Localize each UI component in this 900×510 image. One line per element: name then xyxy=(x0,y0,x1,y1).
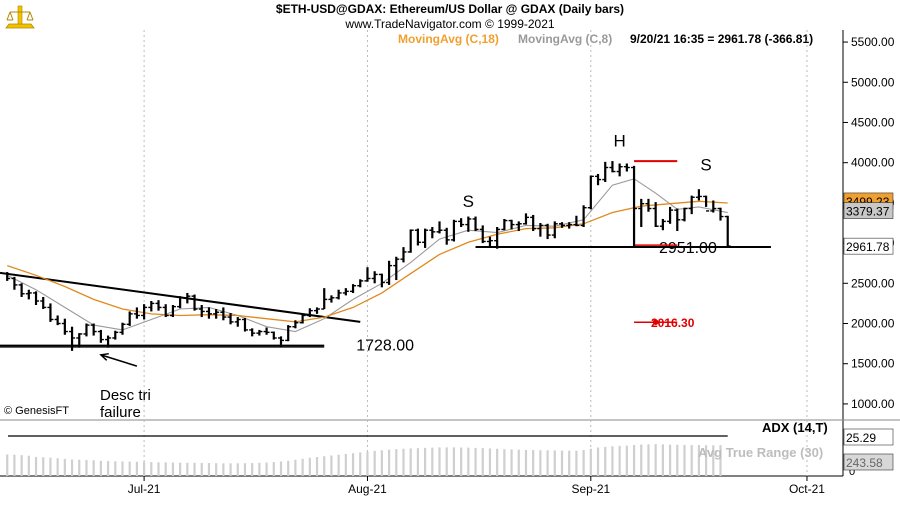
neckline-label: 2951.00 xyxy=(659,240,717,257)
shoulder-label: S xyxy=(700,156,711,175)
ma8-legend: MovingAvg (C,8) xyxy=(518,32,612,46)
support-label-1728: 1728.00 xyxy=(356,337,414,354)
ma18-legend: MovingAvg (C,18) xyxy=(398,32,499,46)
annotation-desc-tri-line2: failure xyxy=(100,404,141,421)
annotations: 1728.00 2951.00 2016.30 S H S xyxy=(0,132,771,367)
shoulder-label: S xyxy=(463,192,474,211)
price-tick-label: 5500.00 xyxy=(851,35,895,49)
atr-badge-box xyxy=(843,453,894,471)
time-tick-label: Aug-21 xyxy=(348,482,387,496)
atr-badge-label: 243.58 xyxy=(846,456,883,470)
annotation-desc-tri-line1: Desc tri xyxy=(100,387,151,404)
watermark: © GenesisFT xyxy=(4,405,69,417)
desc-tri-arrow-shaft xyxy=(100,354,138,367)
time-tick-label: Oct-21 xyxy=(789,482,825,496)
ma8-badge-box xyxy=(843,202,894,219)
last-price-badge-label: 2961.78 xyxy=(846,240,890,254)
chart-subtitle: www.TradeNavigator.com © 1999-2021 xyxy=(344,17,554,31)
desc-tri-arrow-head xyxy=(99,352,109,361)
adx-label: ADX (14,T) xyxy=(762,420,828,435)
adx-badge-label: 25.29 xyxy=(846,431,876,445)
time-axis: Jul-21 Aug-21 Sep-21 Oct-21 xyxy=(128,476,825,496)
time-tick-label: Jul-21 xyxy=(128,482,161,496)
price-tick-label: 1000.00 xyxy=(851,397,895,411)
price-tick-label: 2500.00 xyxy=(851,276,895,290)
last-price-badge-box xyxy=(843,237,894,255)
price-bars xyxy=(4,161,731,351)
atr-label: Avg True Range (30) xyxy=(698,445,823,460)
quote-readout: 9/20/21 16:35 = 2961.78 (-366.81) xyxy=(630,32,813,46)
target-dot xyxy=(652,319,659,325)
price-tick-label: 2000.00 xyxy=(851,317,895,331)
price-tick-label: 5000.00 xyxy=(851,75,895,89)
atr-zero-label: 0 xyxy=(849,466,855,478)
time-tick-label: Sep-21 xyxy=(571,482,610,496)
ma18-line xyxy=(6,200,728,323)
adx-badge-box xyxy=(843,428,894,446)
atr-pane: 0 xyxy=(6,435,855,478)
price-tick-label: 4000.00 xyxy=(851,156,895,170)
target-label: 2016.30 xyxy=(651,316,695,330)
price-tick-label: 1500.00 xyxy=(851,357,895,371)
price-tick-label: 4500.00 xyxy=(851,115,895,129)
genesis-logo-icon xyxy=(5,5,35,29)
grid xyxy=(143,30,808,476)
chart-title: $ETH-USD@GDAX: Ethereum/US Dollar @ GDAX… xyxy=(276,2,624,16)
price-axis: 1000.001500.002000.002500.003000.003500.… xyxy=(843,35,895,411)
ma8-badge-label: 3379.37 xyxy=(846,205,890,219)
head-label: H xyxy=(614,132,626,151)
